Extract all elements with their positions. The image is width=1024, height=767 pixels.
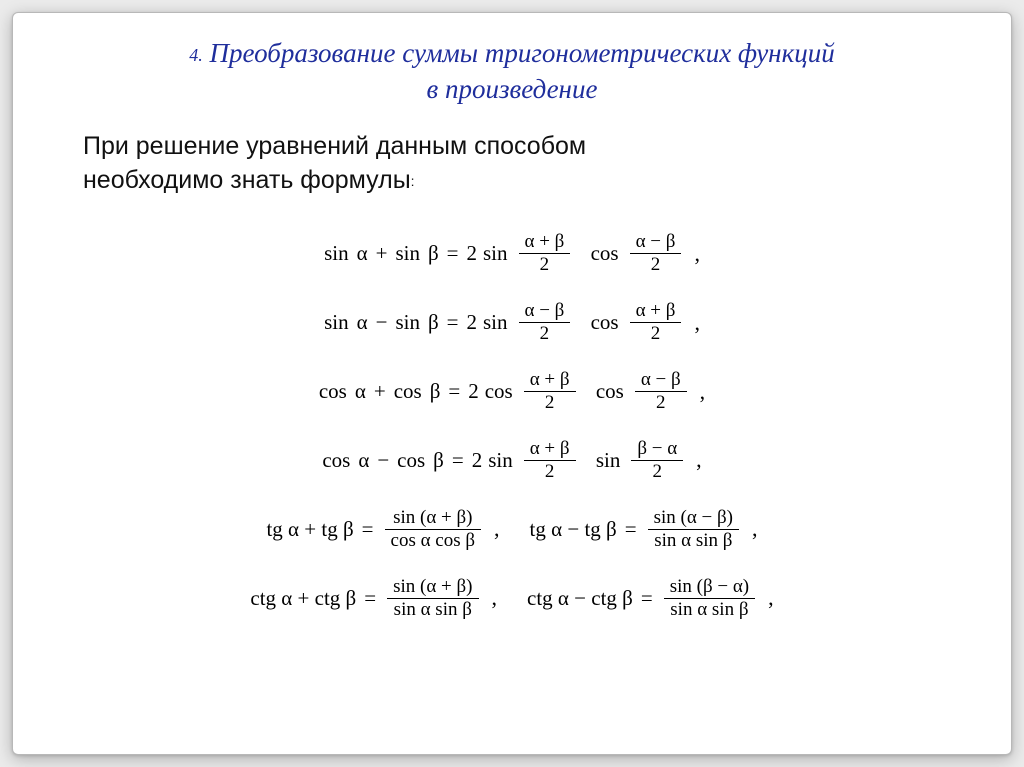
- formula-2-eq: sinα − sinβ = 2 sin α − β 2 cos α + β 2: [324, 300, 700, 345]
- formula-5-row: tg α + tg β = sin (α + β) cos α cos β , …: [266, 507, 757, 552]
- formula-6a: ctg α + ctg β = sin (α + β) sin α sin β …: [250, 576, 497, 621]
- fraction: β − α 2: [631, 438, 683, 483]
- fraction: α + β 2: [524, 369, 576, 414]
- formula-4: cosα − cosβ = 2 sin α + β 2 sin β − α 2: [322, 438, 701, 483]
- formula-3: cosα + cosβ = 2 cos α + β 2 cos α − β 2: [319, 369, 705, 414]
- fraction: α − β 2: [519, 300, 571, 345]
- intro-text: При решение уравнений данным способом не…: [83, 130, 983, 198]
- intro-line2: необходимо знать формулы: [83, 166, 411, 194]
- formula-1: sinα + sinβ = 2 sin α + β 2 cos α − β 2: [324, 231, 700, 276]
- formula-2: sinα − sinβ = 2 sin α − β 2 cos α + β 2: [324, 300, 700, 345]
- fraction: sin (α + β) cos α cos β: [385, 507, 482, 552]
- fraction: α − β 2: [630, 231, 682, 276]
- formula-5a: tg α + tg β = sin (α + β) cos α cos β ,: [266, 507, 499, 552]
- fraction: α + β 2: [524, 438, 576, 483]
- slide-heading: 4. Преобразование суммы тригонометрическ…: [41, 35, 983, 108]
- fraction: sin (α + β) sin α sin β: [387, 576, 478, 621]
- formula-1-eq: sinα + sinβ = 2 sin α + β 2 cos α − β 2: [324, 231, 700, 276]
- slide-card: 4. Преобразование суммы тригонометрическ…: [12, 12, 1012, 755]
- fraction: sin (α − β) sin α sin β: [648, 507, 739, 552]
- formula-3-eq: cosα + cosβ = 2 cos α + β 2 cos α − β 2: [319, 369, 705, 414]
- fraction: sin (β − α) sin α sin β: [664, 576, 755, 621]
- fraction: α + β 2: [519, 231, 571, 276]
- fraction: α + β 2: [630, 300, 682, 345]
- heading-line1: Преобразование суммы тригонометрических …: [210, 38, 835, 68]
- formula-6b: ctg α − ctg β = sin (β − α) sin α sin β …: [527, 576, 774, 621]
- formula-6-row: ctg α + ctg β = sin (α + β) sin α sin β …: [250, 576, 773, 621]
- formula-4-eq: cosα − cosβ = 2 sin α + β 2 sin β − α 2: [322, 438, 701, 483]
- formula-5b: tg α − tg β = sin (α − β) sin α sin β ,: [530, 507, 758, 552]
- intro-colon: :: [411, 173, 415, 189]
- formula-block: sinα + sinβ = 2 sin α + β 2 cos α − β 2: [41, 231, 983, 620]
- intro-line1: При решение уравнений данным способом: [83, 132, 586, 160]
- heading-line2: в произведение: [427, 74, 598, 104]
- heading-number: 4.: [189, 45, 203, 65]
- fraction: α − β 2: [635, 369, 687, 414]
